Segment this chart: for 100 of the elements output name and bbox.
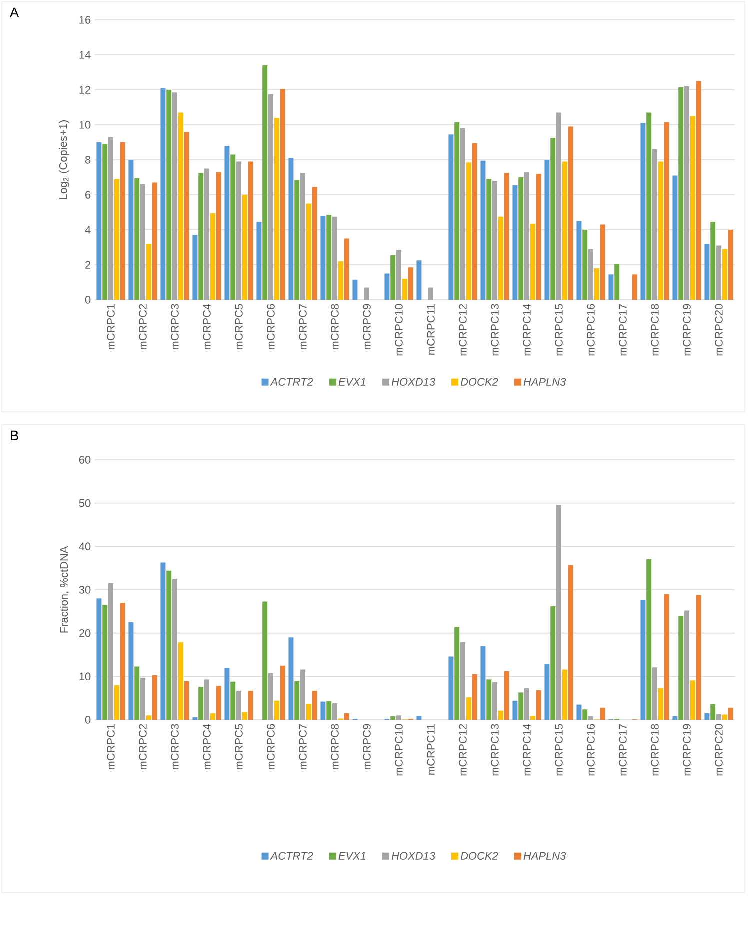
bar	[96, 598, 102, 720]
bar	[160, 88, 166, 300]
x-tick-label: mCRPC2	[139, 304, 147, 350]
bar	[230, 154, 236, 300]
bar	[454, 122, 460, 300]
bar	[312, 187, 318, 300]
bar	[274, 700, 280, 720]
bar	[504, 671, 510, 720]
y-axis-title: Fraction, %ctDNA	[60, 546, 70, 633]
bar	[248, 690, 254, 720]
x-tick-label: mCRPC20	[715, 724, 723, 776]
bar	[608, 274, 614, 300]
bar	[562, 670, 568, 720]
bar	[600, 224, 606, 300]
bar	[550, 138, 556, 300]
x-tick-label: mCRPC6	[267, 724, 275, 770]
x-tick-label: mCRPC17	[619, 304, 627, 356]
bar	[396, 716, 402, 720]
bar	[480, 160, 486, 300]
bar	[172, 92, 178, 300]
bar	[480, 646, 486, 720]
bar	[416, 260, 422, 300]
bar	[352, 280, 358, 300]
text: A	[10, 8, 20, 18]
bar	[690, 116, 696, 300]
bar	[184, 681, 190, 720]
bar	[210, 213, 216, 300]
bar	[242, 712, 248, 720]
bar	[722, 249, 728, 300]
x-tick-label: mCRPC3	[171, 724, 179, 770]
x-tick-label: mCRPC11	[427, 724, 435, 775]
bar	[166, 90, 172, 300]
bar	[152, 182, 158, 300]
bar	[550, 606, 556, 720]
y-tick-label: 50	[79, 499, 91, 508]
bar	[556, 505, 562, 720]
bar	[204, 680, 210, 720]
bar	[128, 160, 134, 300]
x-tick-label: mCRPC11	[427, 304, 435, 355]
bar	[530, 716, 536, 720]
bar	[576, 221, 582, 300]
bar	[448, 134, 454, 300]
bar	[696, 81, 702, 300]
bar	[658, 162, 664, 300]
bar	[588, 716, 594, 720]
y-tick-label: 8	[85, 156, 91, 164]
bar	[486, 179, 492, 300]
y-tick-label: 60	[79, 456, 91, 464]
bar	[684, 86, 690, 300]
bar	[268, 94, 274, 300]
bar	[530, 224, 536, 300]
x-tick-label: mCRPC14	[523, 304, 531, 356]
bar	[224, 146, 230, 300]
legend-label: ACTRT2	[270, 378, 314, 386]
x-tick-label: mCRPC1	[107, 724, 115, 770]
x-tick-label: mCRPC17	[619, 724, 627, 776]
bar	[710, 704, 716, 720]
bar	[280, 89, 286, 300]
bar	[390, 716, 396, 720]
bar	[338, 261, 344, 300]
x-tick-label: mCRPC3	[171, 304, 179, 350]
bar	[236, 690, 242, 720]
x-tick-label: mCRPC12	[459, 724, 467, 776]
bar	[242, 194, 248, 300]
bar	[704, 713, 710, 720]
x-tick-label: mCRPC9	[363, 304, 371, 350]
bar	[640, 123, 646, 300]
bar	[114, 179, 120, 300]
bar	[300, 173, 306, 300]
x-tick-label: mCRPC12	[459, 304, 467, 356]
bar	[198, 173, 204, 300]
bar	[152, 675, 158, 720]
bar	[646, 112, 652, 300]
bar	[408, 268, 414, 300]
bar	[230, 682, 236, 720]
bar	[262, 602, 268, 720]
legend-label: HAPLN3	[524, 378, 566, 386]
bar	[454, 627, 460, 720]
y-tick-label: 6	[86, 191, 91, 199]
bar	[658, 688, 664, 720]
bar	[696, 595, 702, 720]
bar	[306, 204, 312, 300]
bar	[248, 162, 254, 300]
bar	[524, 172, 530, 300]
bar	[178, 642, 184, 720]
bar	[512, 185, 518, 300]
bar	[146, 716, 152, 720]
bar	[710, 222, 716, 300]
bar	[466, 697, 472, 720]
bar	[192, 235, 198, 300]
y-tick-label: 4	[85, 226, 91, 234]
x-tick-label: mCRPC18	[651, 304, 659, 356]
bar	[114, 685, 120, 720]
x-tick-label: mCRPC14	[523, 724, 531, 776]
y-tick-label: 14	[80, 51, 91, 59]
bar	[498, 216, 504, 300]
bar	[568, 565, 574, 720]
y-tick-label: 30	[79, 586, 91, 594]
bar	[280, 666, 286, 720]
y-tick-label: 10	[80, 672, 91, 681]
